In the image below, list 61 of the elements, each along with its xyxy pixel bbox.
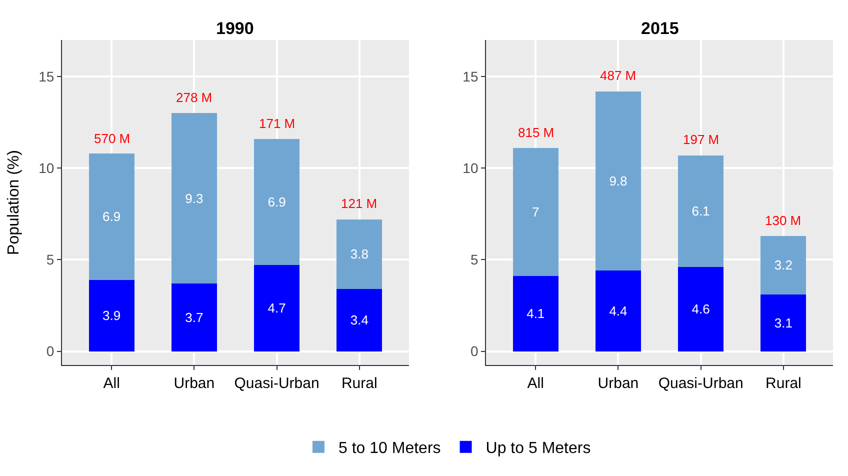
annotation: 487 M bbox=[600, 68, 636, 83]
data-label: 7 bbox=[532, 204, 540, 220]
data-label: 3.4 bbox=[350, 312, 368, 328]
y-tick-label: 15 bbox=[462, 68, 478, 85]
x-tick-label: Rural bbox=[766, 375, 802, 392]
bar bbox=[254, 265, 300, 352]
annotation: 570 M bbox=[94, 131, 130, 146]
data-label: 3.8 bbox=[350, 246, 368, 262]
bar bbox=[760, 236, 806, 295]
data-label: 9.3 bbox=[185, 190, 204, 206]
data-label: 6.9 bbox=[102, 209, 121, 224]
data-label: 4.1 bbox=[526, 306, 545, 322]
legend-label: Up to 5 Meters bbox=[486, 440, 591, 458]
data-label: 3.1 bbox=[774, 315, 792, 330]
x-tick-label: Quasi-Urban bbox=[234, 375, 320, 392]
bar bbox=[336, 219, 382, 290]
bar bbox=[596, 270, 641, 352]
bar bbox=[336, 289, 382, 352]
x-tick-label: All bbox=[103, 375, 120, 392]
annotation: 278 M bbox=[176, 90, 212, 105]
data-label: 3.7 bbox=[185, 310, 204, 325]
annotation: 171 M bbox=[259, 116, 296, 131]
data-label: 4.7 bbox=[268, 300, 286, 316]
x-tick-label: Quasi-Urban bbox=[658, 375, 744, 392]
y-tick-label: 5 bbox=[470, 252, 478, 268]
bar bbox=[171, 284, 217, 352]
bar bbox=[512, 276, 558, 352]
bar bbox=[512, 148, 558, 276]
y-tick-label: 5 bbox=[46, 252, 54, 268]
x-tick-label: All bbox=[527, 375, 544, 392]
bar bbox=[678, 155, 724, 268]
chart-title: 1990 bbox=[216, 19, 254, 38]
x-tick-label: Urban bbox=[174, 375, 215, 392]
y-tick-label: 10 bbox=[462, 160, 478, 176]
bar bbox=[678, 267, 724, 352]
x-tick-label: Rural bbox=[341, 375, 378, 392]
y-tick-label: 10 bbox=[38, 160, 54, 176]
y-tick-label: 0 bbox=[46, 343, 54, 360]
x-tick-label: Urban bbox=[598, 375, 639, 392]
chart-title: 2015 bbox=[641, 19, 679, 38]
annotation: 197 M bbox=[683, 132, 720, 147]
data-label: 6.1 bbox=[692, 204, 710, 219]
y-axis-title: Population (%) bbox=[6, 150, 23, 255]
annotation: 130 M bbox=[765, 213, 802, 228]
data-label: 3.9 bbox=[102, 308, 121, 324]
y-tick-label: 0 bbox=[470, 343, 478, 360]
annotation: 121 M bbox=[341, 196, 378, 211]
data-label: 6.9 bbox=[268, 194, 286, 210]
bar bbox=[596, 91, 641, 271]
bar bbox=[760, 294, 806, 352]
annotation: 815 M bbox=[518, 125, 554, 140]
data-label: 4.4 bbox=[609, 303, 628, 318]
bar bbox=[88, 280, 134, 352]
bar bbox=[254, 138, 300, 266]
data-label: 3.2 bbox=[774, 258, 792, 273]
data-label: 4.6 bbox=[692, 302, 710, 317]
bar bbox=[171, 113, 217, 284]
data-label: 9.8 bbox=[609, 173, 628, 188]
bar bbox=[88, 154, 134, 280]
y-tick-label: 15 bbox=[38, 68, 54, 85]
legend-label: 5 to 10 Meters bbox=[338, 440, 441, 458]
